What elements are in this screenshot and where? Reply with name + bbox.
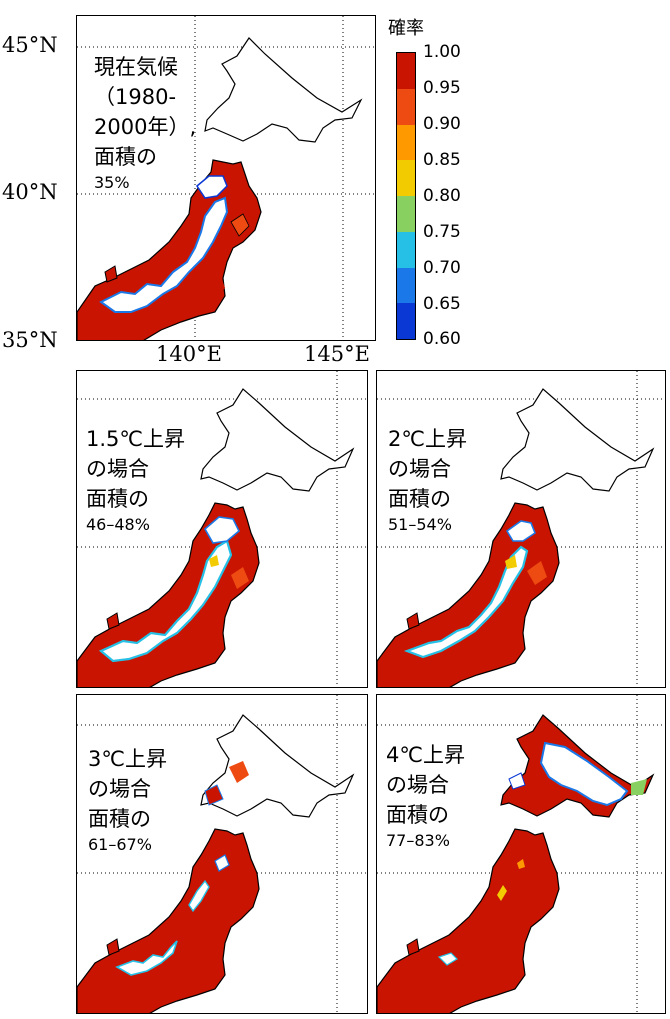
colorbar-tick: 0.95 [423,78,461,98]
lon-label-145: 145°E [304,342,370,366]
caption-line2: （1980- [94,85,177,109]
map-panel-3 [76,694,368,1014]
caption-line3: 面積の [388,487,451,511]
colorbar-tick: 0.80 [423,186,461,206]
map-panel-4 [376,694,666,1014]
lat-label-45: 45°N [2,33,58,57]
colorbar-tick: 0.60 [423,329,461,349]
caption-line3: 2000年）, [94,115,197,139]
caption-line3: 面積の [86,487,149,511]
lat-label-40: 40°N [2,180,58,204]
map-japan-current [77,16,375,340]
colorbar-segment [397,88,415,125]
caption-line3: 面積の [88,807,151,831]
caption-2: 2℃上昇 の場合 面積の 51–54% [388,424,467,536]
caption-percent: 51–54% [388,515,452,534]
caption-percent: 46–48% [86,515,150,534]
colorbar-tick: 1.00 [423,42,461,62]
colorbar-segment [397,231,415,268]
colorbar-segment [397,303,415,339]
map-panel-1p5 [76,370,368,688]
caption-line1: 3℃上昇 [88,747,167,771]
map-panel-2 [376,370,666,688]
caption-current: 現在気候 （1980- 2000年）, 面積の 35% [94,52,196,194]
caption-line1: 4℃上昇 [386,743,465,767]
colorbar-segment [397,53,415,89]
colorbar-tick: 0.75 [423,222,461,242]
caption-line2: の場合 [388,457,451,481]
lon-label-140: 140°E [156,342,222,366]
map-japan-3 [77,695,367,1013]
colorbar-segment [397,267,415,304]
caption-line2: の場合 [86,457,149,481]
caption-1p5: 1.5℃上昇 の場合 面積の 46–48% [86,424,185,536]
caption-line2: の場合 [386,773,449,797]
map-panel-current [76,15,376,341]
caption-line1: 現在気候 [94,55,178,79]
colorbar-title: 確率 [388,18,424,39]
caption-3: 3℃上昇 の場合 面積の 61–67% [88,744,167,856]
caption-percent: 77–83% [386,831,450,850]
caption-percent: 35% [94,173,130,192]
colorbar-tick: 0.70 [423,258,461,278]
map-japan-1p5 [77,371,367,687]
lat-label-35: 35°N [2,328,58,352]
colorbar-segment [397,124,415,161]
colorbar-tick: 0.65 [423,294,461,314]
caption-line4: 面積の [94,145,157,169]
map-japan-2 [377,371,665,687]
caption-line1: 2℃上昇 [388,427,467,451]
colorbar-tick: 0.90 [423,114,461,134]
colorbar-segment [397,160,415,196]
colorbar [396,52,416,340]
caption-line2: の場合 [88,777,151,801]
colorbar-segment [397,196,415,232]
colorbar-tick: 0.85 [423,150,461,170]
caption-line3: 面積の [386,803,449,827]
caption-4: 4℃上昇 の場合 面積の 77–83% [386,740,465,852]
caption-line1: 1.5℃上昇 [86,427,185,451]
caption-percent: 61–67% [88,835,152,854]
map-japan-4 [377,695,665,1013]
